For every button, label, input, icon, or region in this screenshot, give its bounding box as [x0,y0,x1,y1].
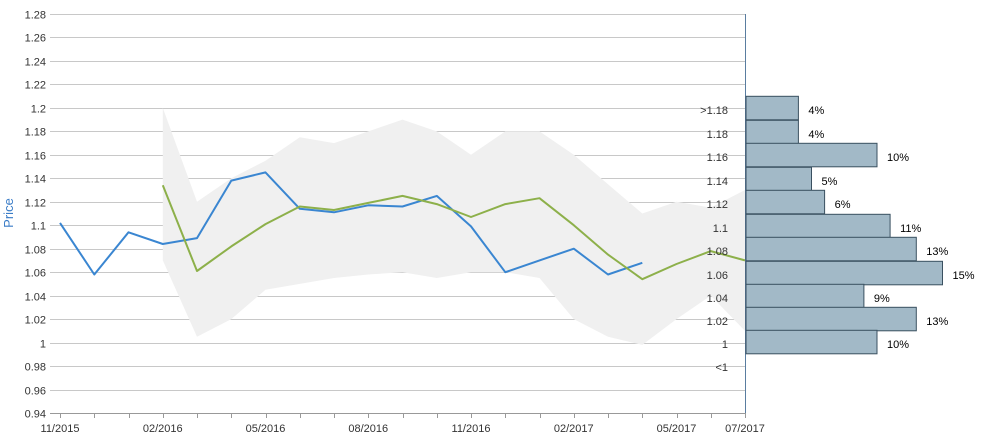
y-tick-label: 1 [40,339,46,351]
series-line-1 [59,171,643,276]
bar-category-label: 1.08 [707,246,728,258]
distribution-bar [745,119,799,145]
x-tick-label: 07/2017 [725,423,765,435]
distribution-bar [745,283,865,309]
distribution-bar [745,306,917,332]
y-tick-label: 1.18 [25,127,46,139]
distribution-bar [745,213,891,239]
bar-percent-label: 4% [808,129,824,141]
y-tick-label: 1.1 [31,221,46,233]
x-tick-label: 11/2016 [452,423,491,435]
price-series [59,171,746,281]
distribution-bar [745,329,878,355]
y-tick-label: 1.2 [31,104,46,116]
distribution-bar [745,142,878,168]
distribution-bar [745,260,943,286]
bar-category-label: 1.14 [707,176,728,188]
y-tick-label: 0.98 [25,362,46,374]
bar-percent-label: 9% [874,293,890,305]
y-tick-label: 1.08 [25,245,46,257]
x-tick-label: 11/2015 [41,423,80,435]
bar-percent-label: 13% [926,246,948,258]
bar-category-label: 1.02 [707,316,728,328]
range-band-area [162,107,746,345]
bar-category-label: 1 [722,339,728,351]
y-tick-label: 1.22 [25,80,46,92]
bar-percent-label: 15% [953,270,975,282]
bar-category-label: 1.12 [707,199,728,211]
bar-percent-label: 13% [926,316,948,328]
bar-category-label: 1.04 [707,293,728,305]
bar-percent-label: 11% [900,223,921,235]
distribution-bar [745,166,812,192]
x-tick-label: 05/2016 [246,423,286,435]
y-tick-label: 1.16 [25,151,46,163]
x-tick-label: 05/2017 [657,423,697,435]
range-band [162,107,746,345]
distribution-bar [745,189,826,215]
distribution-bar [745,236,917,262]
bar-percent-label: 6% [835,199,851,211]
bar-category-label: 1.1 [713,223,728,235]
y-tick-label: 1.04 [25,292,46,304]
bar-percent-label: 4% [808,105,824,117]
y-tick-label: 1.28 [25,10,46,22]
bar-percent-label: 10% [887,339,909,351]
y-tick-label: 1.12 [25,198,46,210]
bar-percent-label: 10% [887,152,909,164]
x-tick-label: 02/2017 [554,423,594,435]
x-tick-label: 08/2016 [348,423,388,435]
bar-category-label: 1.16 [707,152,728,164]
x-tick-label: 02/2016 [143,423,183,435]
bar-category-label: 1.18 [707,129,728,141]
y-tick-label: 0.96 [25,386,46,398]
bar-category-label: 1.06 [707,270,728,282]
y-tick-label: 1.26 [25,33,46,45]
y-axis-label: Price [1,198,16,228]
distribution-bar [745,95,799,121]
y-tick-label: 1.24 [25,57,46,69]
bar-category-label: >1.18 [700,105,728,117]
y-tick-label: 1.14 [25,174,46,186]
y-tick-label: 1.02 [25,315,46,327]
bar-category-label: <1 [715,362,728,374]
y-tick-label: 1.06 [25,268,46,280]
y-tick-label: 0.94 [25,409,46,421]
bar-percent-label: 5% [822,176,838,188]
series-line-2 [161,184,746,281]
distribution-bars: 4% >1.18 4% 1.18 10% 1.16 5% 1.14 6% 1.12 11% 1.1 13… [700,95,975,374]
